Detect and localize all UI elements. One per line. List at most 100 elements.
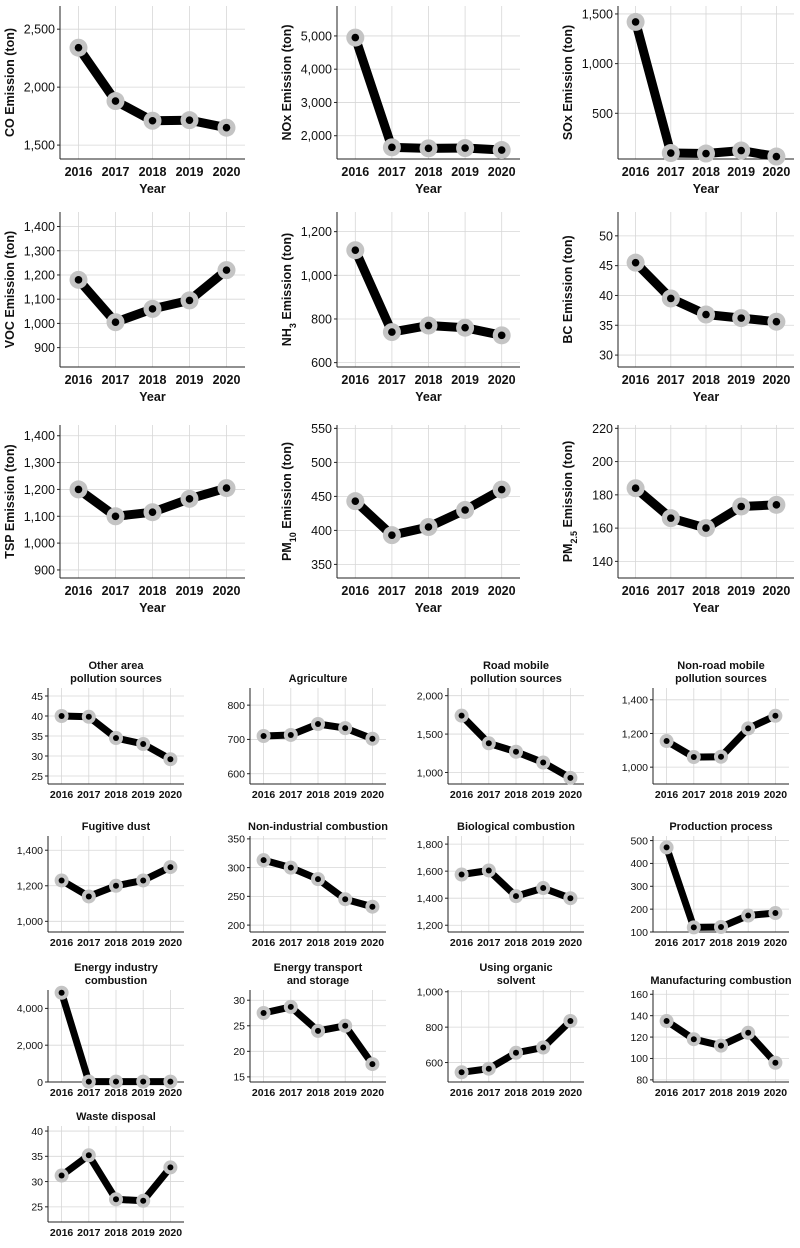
y-tick-label: 1,400 <box>417 893 443 905</box>
chart-title: Using organic <box>479 962 552 974</box>
x-tick-label: 2020 <box>559 937 583 949</box>
y-tick-label: 1,000 <box>301 269 332 283</box>
data-point-dot <box>631 258 640 267</box>
x-tick-label: 2020 <box>159 937 183 949</box>
data-point-dot <box>85 1078 92 1085</box>
y-axis-label: PM2.5 Emission (ton) <box>561 441 579 563</box>
data-point <box>563 770 578 785</box>
y-tick-label: 250 <box>227 891 245 903</box>
data-point-dot <box>287 1003 294 1010</box>
y-tick-label: 5,000 <box>301 29 332 43</box>
data-point-dot <box>702 524 710 532</box>
y-tick-label: 1,000 <box>24 537 55 551</box>
x-tick-label: 2020 <box>361 789 385 801</box>
y-tick-label: 2,000 <box>301 129 332 143</box>
x-tick-label: 2018 <box>139 373 167 387</box>
x-tick-label: 2019 <box>727 584 755 598</box>
data-point-dot <box>497 146 506 154</box>
data-point <box>454 708 469 723</box>
x-tick-label: 2016 <box>65 584 93 598</box>
data-point-dot <box>260 1010 267 1016</box>
y-tick-label: 1,500 <box>582 7 613 21</box>
x-tick-label: 2016 <box>655 937 679 949</box>
data-point-dot <box>718 753 724 760</box>
y-tick-label: 15 <box>233 1072 245 1084</box>
y-tick-label: 160 <box>592 522 613 536</box>
data-point <box>697 144 715 163</box>
y-tick-label: 1,400 <box>24 429 55 443</box>
x-tick-label: 2018 <box>104 1087 128 1099</box>
data-point-dot <box>287 731 294 738</box>
data-point-dot <box>737 502 745 511</box>
y-tick-label: 1,000 <box>417 767 443 779</box>
data-point <box>714 919 728 934</box>
y-axis-label: SOx Emission (ton) <box>561 25 575 140</box>
chart-energy_transport: 15 20 25 30 2016 2017 2018 2019 2020 Energy trans… <box>233 962 386 1099</box>
x-tick-label: 2019 <box>727 165 755 179</box>
data-point <box>256 853 271 868</box>
data-point-dot <box>140 1078 147 1085</box>
x-tick-label: 2018 <box>415 584 443 598</box>
y-tick-label: 25 <box>233 1021 245 1033</box>
data-point <box>697 519 715 538</box>
y-tick-label: 1,200 <box>622 728 648 740</box>
data-point <box>732 309 751 328</box>
chart-co: 1,500 2,000 2,500 2016 2017 2018 2019 2020 Year C… <box>3 6 245 196</box>
x-tick-label: 2016 <box>450 1087 474 1099</box>
data-point <box>563 1013 578 1028</box>
x-tick-label: 2019 <box>727 373 755 387</box>
x-tick-label: 2019 <box>132 789 156 801</box>
y-axis-label-part: NOx Emission (ton) <box>280 25 294 141</box>
x-tick-label: 2016 <box>450 789 474 801</box>
y-tick-label: 1,200 <box>24 268 55 282</box>
data-point <box>136 737 151 751</box>
x-tick-label: 2017 <box>77 1087 101 1099</box>
data-point <box>143 299 162 318</box>
data-point <box>661 144 680 163</box>
data-point-dot <box>74 43 83 52</box>
data-point <box>714 1038 728 1053</box>
x-tick-label: 2020 <box>488 373 516 387</box>
data-point-dot <box>111 318 120 326</box>
y-tick-label: 1,200 <box>17 881 43 893</box>
x-tick-label: 2018 <box>415 165 443 179</box>
y-tick-label: 50 <box>599 229 613 243</box>
x-axis-label: Year <box>139 390 166 404</box>
data-point <box>697 305 715 324</box>
data-point-dot <box>369 735 376 742</box>
x-tick-label: 2016 <box>252 789 276 801</box>
chart-non_road_mobile: 1,000 1,200 1,400 2016 2017 2018 2019 2020 Non-r… <box>622 660 789 801</box>
x-tick-label: 2017 <box>657 165 685 179</box>
data-point-dot <box>458 871 465 878</box>
data-point <box>109 1192 123 1207</box>
data-point <box>106 92 125 111</box>
x-tick-label: 2019 <box>532 789 556 801</box>
data-point-dot <box>369 1061 376 1068</box>
y-tick-label: 1,100 <box>24 510 55 524</box>
data-point <box>454 867 469 882</box>
x-tick-label: 2020 <box>559 1087 583 1099</box>
data-point <box>732 497 751 516</box>
data-point <box>283 860 298 875</box>
y-tick-label: 1,600 <box>417 866 443 878</box>
data-point-dot <box>424 523 433 531</box>
y-axis-label-part: VOC Emission (ton) <box>3 231 17 348</box>
data-point <box>768 708 783 723</box>
chart-title: Non-industrial combustion <box>248 821 388 833</box>
data-point <box>419 518 438 536</box>
chart-road_mobile: 1,000 1,500 2,000 2016 2017 2018 2019 2020 Road … <box>417 660 584 801</box>
x-tick-label: 2019 <box>132 1087 156 1099</box>
x-tick-label: 2017 <box>378 165 406 179</box>
data-point-dot <box>690 924 697 931</box>
data-point <box>346 241 365 260</box>
data-point <box>311 717 325 731</box>
x-tick-label: 2018 <box>692 584 720 598</box>
y-tick-label: 1,500 <box>24 139 55 153</box>
y-tick-label: 600 <box>311 356 332 370</box>
data-point <box>54 873 69 888</box>
y-tick-label: 600 <box>227 768 245 780</box>
data-point <box>143 503 162 522</box>
chart-title: pollution sources <box>470 673 562 685</box>
data-point-dot <box>540 1044 547 1051</box>
data-point-dot <box>772 152 781 161</box>
